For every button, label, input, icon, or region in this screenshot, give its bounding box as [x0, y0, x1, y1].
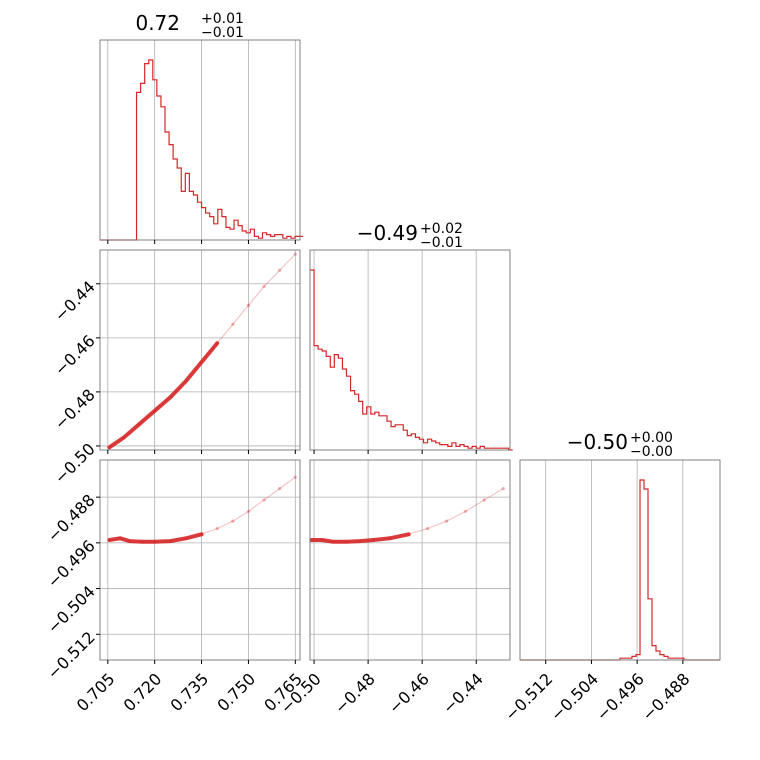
- scatter-point: [168, 539, 172, 543]
- scatter-point: [262, 498, 266, 502]
- x-tick-label: 0.750: [213, 669, 259, 715]
- scatter-point: [482, 498, 486, 502]
- x-tick-label: 0.720: [120, 669, 166, 715]
- panel-2-2: −0.512−0.504−0.496−0.488: [501, 459, 721, 725]
- scatter-point: [137, 422, 141, 426]
- scatter-point: [246, 303, 251, 308]
- histogram-2: [520, 479, 720, 661]
- scatter-point: [153, 409, 157, 413]
- scatter-point: [231, 322, 235, 326]
- panel-0-0: [99, 39, 304, 244]
- y-tick-label: −0.46: [51, 331, 99, 379]
- x-tick-label: −0.512: [501, 669, 556, 724]
- scatter-point: [168, 395, 172, 399]
- panel-frame: [99, 39, 301, 241]
- density-contour-2-0: [107, 532, 204, 544]
- scatter-point: [153, 540, 157, 544]
- scatter-point: [107, 538, 111, 542]
- panel-frame: [99, 249, 301, 451]
- scatter-point: [344, 540, 349, 544]
- scatter-point: [121, 436, 126, 440]
- x-tick-label: 0.705: [73, 669, 119, 715]
- title-2-main: −0.50: [567, 430, 628, 454]
- scatter-point: [199, 360, 204, 364]
- panel-frame: [309, 459, 511, 661]
- scatter-point: [184, 379, 188, 383]
- scatter-point: [425, 526, 430, 531]
- scatter-point: [293, 252, 297, 256]
- scatter-point: [215, 341, 219, 345]
- panel-title-1: −0.49 +0.02 −0.01: [357, 221, 463, 251]
- title-0-sup: +0.01: [201, 11, 244, 27]
- scatter-point: [278, 268, 282, 272]
- scatter-point: [184, 536, 188, 540]
- scatter-point: [501, 486, 505, 491]
- x-tick-label: −0.496: [593, 669, 648, 724]
- title-0-sub: −0.01: [201, 25, 244, 41]
- x-tick-label: −0.46: [385, 669, 433, 717]
- scatter-point: [320, 538, 324, 542]
- x-tick-label: −0.504: [547, 669, 602, 724]
- x-tick-label: −0.48: [331, 669, 379, 717]
- panel-frame: [309, 249, 511, 451]
- density-tail-1-0: [109, 253, 296, 448]
- x-tick-label: −0.488: [638, 669, 693, 724]
- panel-frame: [519, 459, 721, 661]
- density-tail-2-0: [109, 476, 296, 543]
- scatter-point: [331, 540, 335, 544]
- scatter-point: [215, 526, 219, 531]
- histogram-1: [310, 269, 513, 451]
- scatter-point: [262, 284, 266, 289]
- scatter-point: [444, 519, 449, 523]
- scatter-point: [309, 538, 313, 542]
- scatter-point: [407, 532, 411, 536]
- x-tick-label: −0.44: [439, 669, 487, 717]
- scatter-point: [371, 538, 376, 542]
- scatter-point: [463, 509, 468, 514]
- panel-frame: [99, 459, 301, 661]
- y-tick-label: −0.496: [43, 536, 98, 591]
- panel-title-0: 0.72 +0.01 −0.01: [135, 11, 243, 41]
- scatter-point: [107, 445, 111, 449]
- y-tick-label: −0.504: [43, 582, 98, 637]
- scatter-point: [199, 532, 204, 536]
- title-1-main: −0.49: [357, 221, 418, 245]
- panel-1-0: −0.50 −0.48 −0.46 −0.44: [51, 249, 301, 487]
- scatter-point: [388, 536, 392, 540]
- scatter-point: [358, 539, 362, 543]
- histogram-0: [100, 59, 304, 241]
- y-tick-label: −0.488: [43, 490, 98, 545]
- title-2-sup: +0.00: [630, 430, 673, 446]
- scatter-point: [293, 475, 297, 479]
- density-contour-1-0: [107, 341, 220, 450]
- panel-1-1: [309, 249, 513, 454]
- y-tick-label: −0.50: [51, 439, 99, 487]
- y-tick-label: −0.512: [43, 628, 98, 683]
- x-tick-label: 0.735: [166, 669, 212, 715]
- scatter-point: [231, 519, 235, 523]
- scatter-point: [140, 540, 144, 544]
- panel-2-0: 0.705 0.720 0.735 0.750 0.765−0.512−0.504−0.…: [43, 459, 306, 715]
- y-tick-label: −0.44: [51, 277, 99, 325]
- scatter-point: [118, 536, 122, 540]
- title-1-sup: +0.02: [420, 221, 463, 237]
- panel-2-1: −0.50 −0.48 −0.46 −0.44: [277, 459, 511, 717]
- density-contour-2-1: [309, 532, 411, 544]
- title-1-sub: −0.01: [420, 235, 463, 251]
- scatter-point: [278, 486, 282, 491]
- scatter-point: [246, 509, 251, 514]
- panel-title-2: −0.50 +0.00 −0.00: [567, 430, 673, 460]
- y-tick-label: −0.48: [51, 385, 99, 433]
- title-0-main: 0.72: [135, 11, 180, 35]
- title-2-sub: −0.00: [630, 444, 673, 460]
- scatter-point: [128, 539, 132, 543]
